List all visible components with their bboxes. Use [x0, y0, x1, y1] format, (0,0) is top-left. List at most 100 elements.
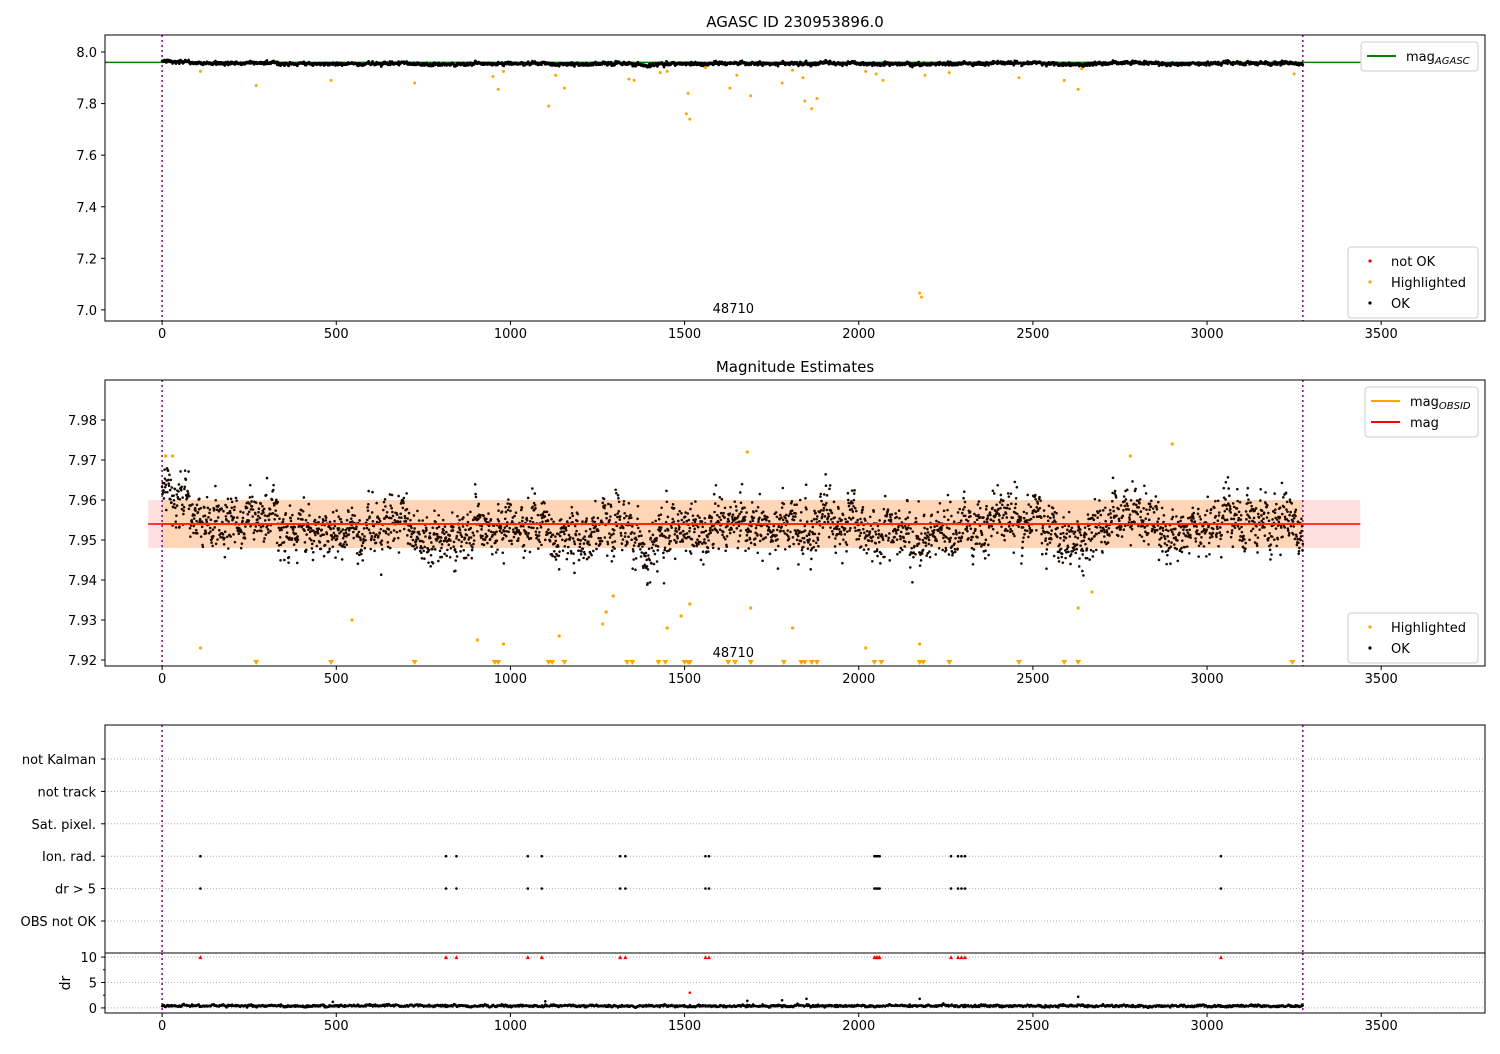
panel2-ok-point [206, 496, 209, 499]
panel2-ok-point [544, 515, 547, 518]
panel2-ok-point [627, 535, 630, 538]
panel2-ok-point [623, 517, 626, 520]
panel2-ok-point [413, 530, 416, 533]
panel2-ok-point [390, 517, 393, 520]
panel2-ok-point [379, 520, 382, 523]
panel1-highlighted-point [920, 296, 923, 299]
panel2-ok-point [414, 543, 417, 546]
panel2-ok-point [721, 498, 724, 501]
panel2-ok-point [212, 535, 215, 538]
panel2-ok-point [273, 518, 276, 521]
panel2-ok-point [249, 525, 252, 528]
panel2-ok-point [263, 537, 266, 540]
panel2-ok-point [491, 534, 494, 537]
panel2-ok-point [266, 477, 269, 480]
panel2-ok-point [715, 484, 718, 487]
panel2-ok-point [334, 525, 337, 528]
panel2-ok-point [332, 511, 335, 514]
panel2-ok-point [297, 517, 300, 520]
panel2-ok-point [485, 518, 488, 521]
panel2-ok-point [275, 498, 278, 501]
panel2-ok-point [333, 536, 336, 539]
panel1-highlighted-point [728, 87, 731, 90]
panel2-ok-point [624, 532, 627, 535]
panel1-highlighted-point [627, 78, 630, 81]
panel2-ok-point [517, 537, 520, 540]
panel2-ok-point [500, 531, 503, 534]
panel2-ok-point [591, 531, 594, 534]
panel2-ok-point [619, 515, 622, 518]
panel2-ok-point [204, 514, 207, 517]
panel2-ok-point [500, 525, 503, 528]
panel2-ok-point [233, 516, 236, 519]
panel2-ok-point [604, 536, 607, 539]
panel2-ok-point [511, 543, 514, 546]
panel2-ok-point [351, 507, 354, 510]
panel2-ok-point [366, 527, 369, 530]
panel2-ok-point [647, 554, 650, 557]
panel2-ok-point [451, 511, 454, 514]
panel2-ok-point [459, 550, 462, 553]
panel2-ok-point [700, 559, 703, 562]
panel2-ok-point [531, 487, 534, 490]
panel2-ok-point [315, 545, 318, 548]
panel2-ok-point [257, 511, 260, 514]
panel2-ok-point [718, 496, 721, 499]
panel2-ok-point [244, 525, 247, 528]
panel2-ok-point [573, 540, 576, 543]
panel1-highlighted-point [563, 87, 566, 90]
panel2-ok-point [716, 514, 719, 517]
panel2-ok-point [225, 515, 228, 518]
panel2-ok-point [369, 532, 372, 535]
panel2-ok-point [467, 521, 470, 524]
panel2-ok-point [728, 520, 731, 523]
panel2-ok-point [282, 526, 285, 529]
panel2-ok-point [390, 507, 393, 510]
panel2-ok-point [418, 531, 421, 534]
panel2-ok-point [286, 525, 289, 528]
panel2-ok-point [479, 514, 482, 517]
panel2-ok-point [408, 512, 411, 515]
panel2-ok-point [675, 527, 678, 530]
panel1-bottom-legend-marker [1368, 301, 1371, 304]
panel2-ok-point [534, 492, 537, 495]
panel2-ok-point [619, 518, 622, 521]
panel2-ok-point [504, 517, 507, 520]
panel2-ok-point [495, 551, 498, 554]
panel2-ok-point [352, 537, 355, 540]
panel2-ok-point [673, 539, 676, 542]
panel2-ok-point [686, 512, 689, 515]
panel2-ok-point [209, 508, 212, 511]
panel2-ok-point [510, 539, 513, 542]
panel2-ok-point [229, 535, 232, 538]
panel2-ok-point [282, 518, 285, 521]
panel2-ok-point [729, 506, 732, 509]
panel2-ok-point [621, 542, 624, 545]
panel2-ok-point [295, 549, 298, 552]
panel2-ok-point [454, 559, 457, 562]
panel1-highlighted-point [781, 81, 784, 84]
panel2-ok-point [566, 558, 569, 561]
panel2-ok-point [662, 556, 665, 559]
panel2-ok-point [169, 489, 172, 492]
panel2-ok-point [667, 529, 670, 532]
panel2-ok-point [385, 532, 388, 535]
panel2-ok-point [249, 484, 252, 487]
panel2-ok-point [549, 540, 552, 543]
panel2-ok-point [361, 533, 364, 536]
panel2-ok-point [584, 553, 587, 556]
panel1-ytick-label: 7.8 [76, 98, 97, 113]
panel2-ok-point [329, 521, 332, 524]
panel2-ok-point [254, 513, 257, 516]
panel2-ok-point [282, 520, 285, 523]
panel2-ok-point [543, 502, 546, 505]
panel2-ok-point [583, 542, 586, 545]
panel2-ok-point [507, 530, 510, 533]
panel2-ok-point [231, 501, 234, 504]
panel2-ok-point [472, 531, 475, 534]
panel2-ok-point [680, 532, 683, 535]
panel2-ok-point [468, 542, 471, 545]
panel2-ok-point [473, 539, 476, 542]
panel2-ok-point [496, 539, 499, 542]
panel2-ok-point [595, 548, 598, 551]
